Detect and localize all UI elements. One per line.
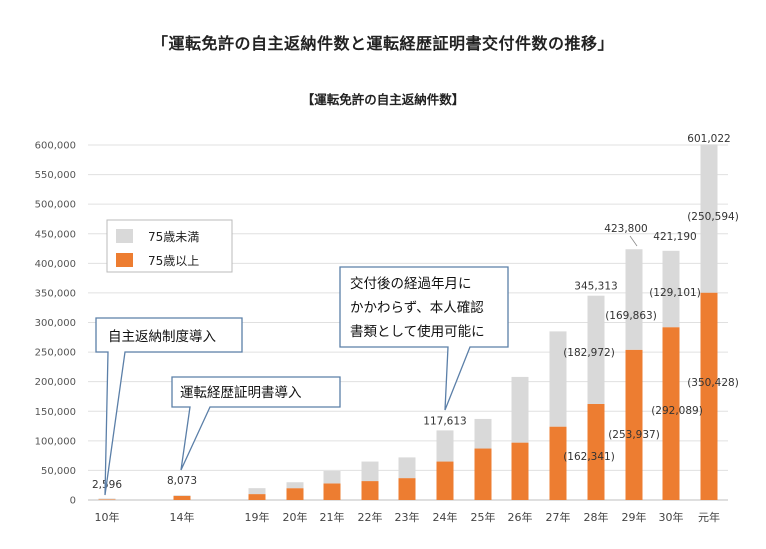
bar-under75 <box>662 250 680 328</box>
y-tick-label: 300,000 <box>35 318 76 329</box>
x-tick-label: 14年 <box>170 510 195 524</box>
bar-under75 <box>323 471 341 484</box>
total-label: 345,313 <box>574 281 617 293</box>
total-label: 117,613 <box>423 415 466 427</box>
bar-under75 <box>248 488 266 495</box>
bar-under75 <box>474 418 492 449</box>
x-tick-label: 19年 <box>245 510 270 524</box>
callout-text: 交付後の経過年月に <box>350 275 472 292</box>
bar-over75 <box>511 442 529 500</box>
bar-over75 <box>323 483 341 500</box>
x-tick-label: 24年 <box>433 510 458 524</box>
bar-under75 <box>549 331 567 427</box>
y-tick-label: 250,000 <box>35 348 76 359</box>
bar-over75 <box>587 403 605 500</box>
x-tick-label: 27年 <box>546 510 571 524</box>
y-tick-label: 550,000 <box>35 170 76 181</box>
callout-box <box>95 317 243 496</box>
leader-line <box>629 235 638 247</box>
bar-under75 <box>173 495 191 496</box>
legend-label: 75歳以上 <box>148 254 199 268</box>
over75-label: (292,089) <box>651 405 703 417</box>
total-label: 8,073 <box>167 475 197 487</box>
callout-text: 自主返納制度導入 <box>108 329 216 345</box>
bar-over75 <box>662 327 680 500</box>
bar-over75 <box>474 448 492 500</box>
bar-under75 <box>436 430 454 462</box>
bar-over75 <box>398 478 416 500</box>
bar-over75 <box>173 495 191 500</box>
x-tick-label: 22年 <box>358 510 383 524</box>
under75-label: (129,101) <box>649 287 701 299</box>
bar-under75 <box>286 482 304 489</box>
legend-swatch <box>116 253 133 267</box>
y-tick-label: 200,000 <box>35 377 76 388</box>
callout-text: 書類として使用可能に <box>350 323 485 340</box>
page-title: 「運転免許の自主返納件数と運転経歴証明書交付件数の推移」 <box>151 34 614 53</box>
y-tick-label: 100,000 <box>35 436 76 447</box>
legend-label: 75歳未満 <box>148 230 199 244</box>
x-tick-label: 23年 <box>395 510 420 524</box>
y-tick-label: 400,000 <box>35 259 76 270</box>
under75-label: (182,972) <box>563 347 615 359</box>
callout-box <box>171 376 341 471</box>
bar-over75 <box>361 481 379 500</box>
callout-box <box>339 266 509 411</box>
under75-label: (169,863) <box>605 310 657 322</box>
y-tick-label: 50,000 <box>41 466 76 477</box>
total-label: 421,190 <box>653 231 696 243</box>
bar-over75 <box>436 461 454 500</box>
over75-label: (253,937) <box>608 429 660 441</box>
over75-label: (162,341) <box>563 451 615 463</box>
x-tick-label: 元年 <box>698 510 720 524</box>
chart-title: 【運転免許の自主返納件数】 <box>302 92 465 107</box>
bar-under75 <box>511 376 529 443</box>
x-tick-label: 30年 <box>659 510 684 524</box>
y-tick-label: 150,000 <box>35 407 76 418</box>
over75-label: (350,428) <box>687 377 739 389</box>
bar-under75 <box>700 144 718 293</box>
bar-over75 <box>700 292 718 500</box>
callout-text: 運転経歴証明書導入 <box>180 385 302 401</box>
x-tick-label: 25年 <box>471 510 496 524</box>
x-tick-label: 26年 <box>508 510 533 524</box>
y-tick-label: 350,000 <box>35 288 76 299</box>
bar-under75 <box>98 498 116 500</box>
total-label: 601,022 <box>687 133 730 145</box>
bar-over75 <box>286 488 304 500</box>
bar-over75 <box>248 494 266 500</box>
total-label: 423,800 <box>604 223 647 235</box>
legend-swatch <box>116 229 133 243</box>
bar-over75 <box>549 426 567 500</box>
y-tick-label: 600,000 <box>35 141 76 152</box>
under75-label: (250,594) <box>687 211 739 223</box>
x-tick-label: 28年 <box>584 510 609 524</box>
y-tick-label: 0 <box>70 496 76 507</box>
x-tick-label: 10年 <box>95 510 120 524</box>
y-tick-label: 500,000 <box>35 200 76 211</box>
y-tick-label: 450,000 <box>35 229 76 240</box>
bar-under75 <box>398 457 416 479</box>
callout-text: かかわらず、本人確認 <box>350 300 484 316</box>
bar-under75 <box>361 461 379 482</box>
x-tick-label: 29年 <box>622 510 647 524</box>
x-tick-label: 20年 <box>283 510 308 524</box>
bar-under75 <box>625 249 643 350</box>
total-label: 2,596 <box>92 479 122 491</box>
bar-under75 <box>587 295 605 404</box>
bar-over75 <box>98 499 116 500</box>
x-tick-label: 21年 <box>320 510 345 524</box>
bar-over75 <box>625 349 643 500</box>
